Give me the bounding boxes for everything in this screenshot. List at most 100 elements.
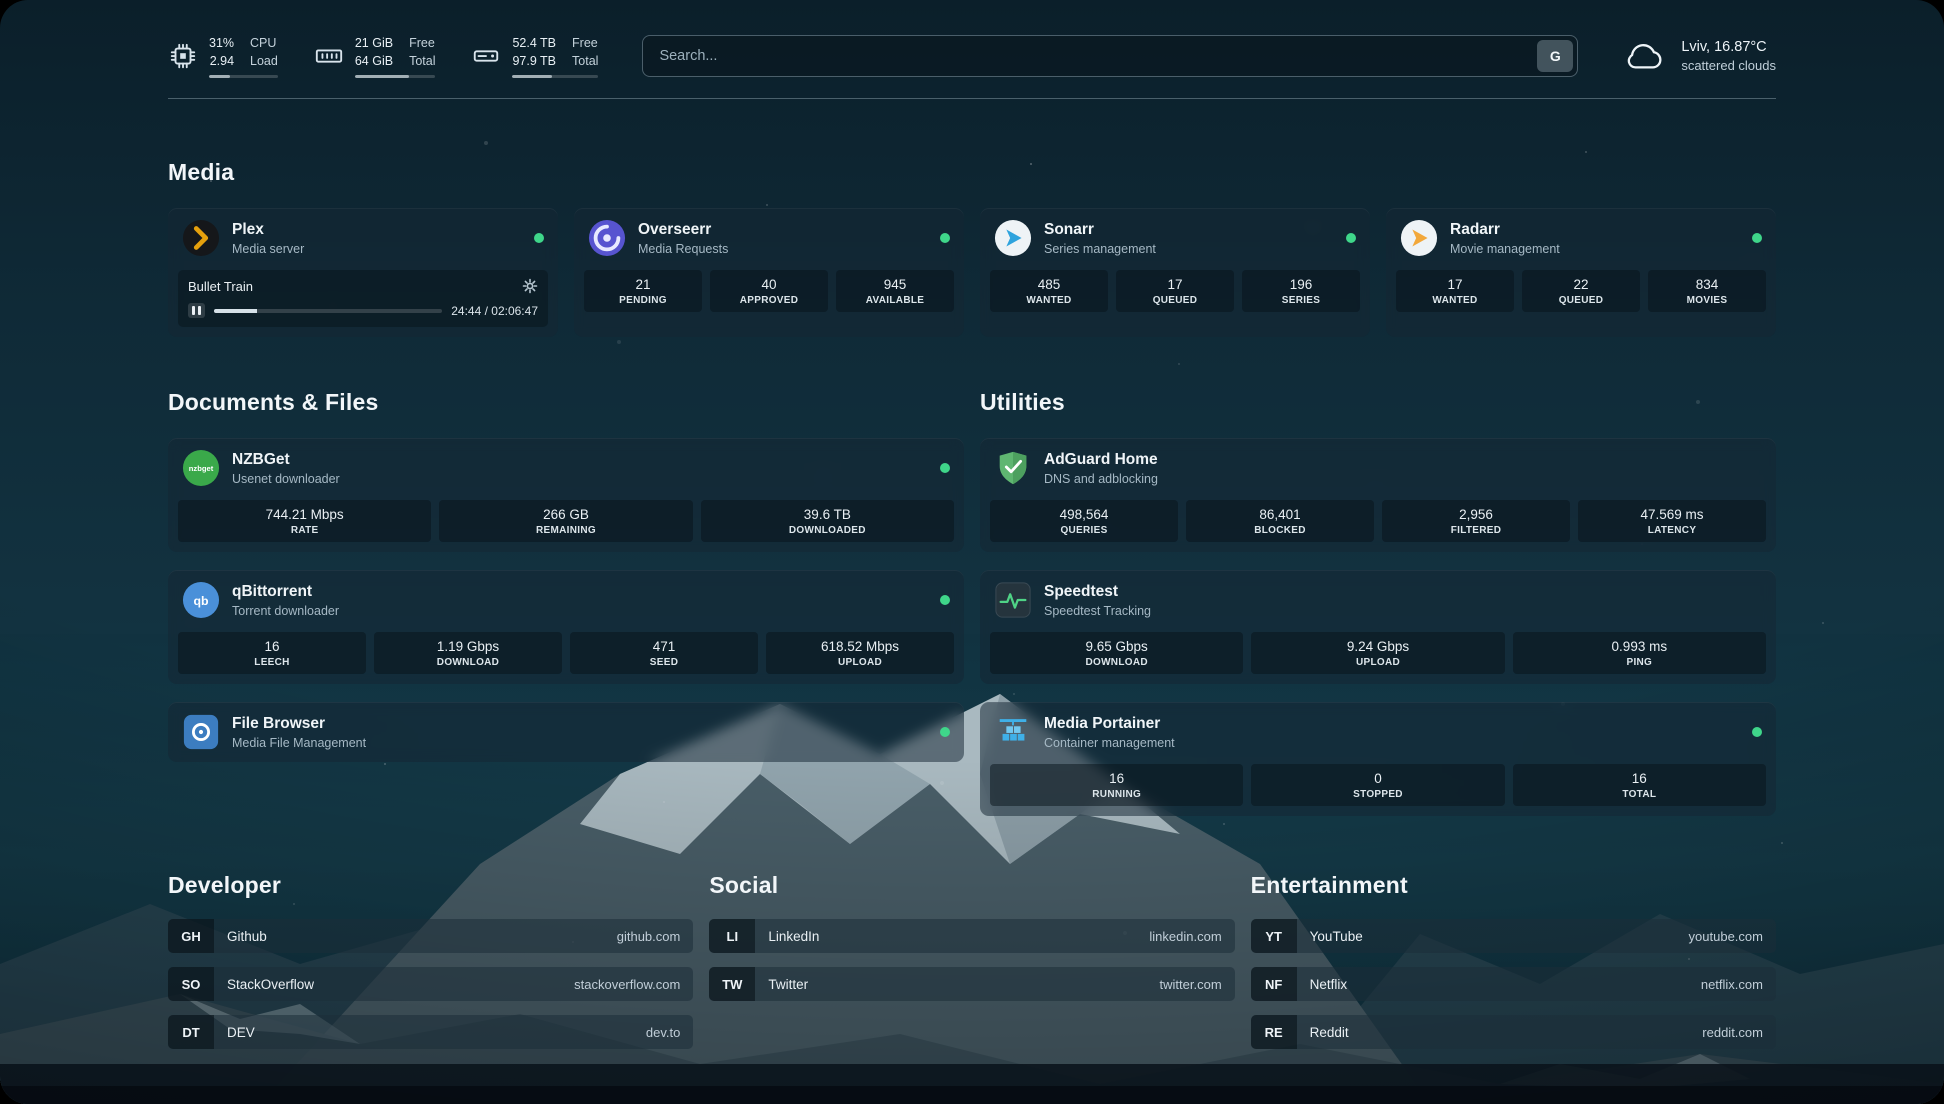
status-indicator — [940, 727, 950, 738]
stat-block: 16 LEECH — [178, 632, 366, 675]
cpu-load-value: 2.94 — [209, 54, 235, 69]
stat-block: 1.19 Gbps DOWNLOAD — [374, 632, 562, 675]
service-card-speedtest[interactable]: Speedtest Speedtest Tracking 9.65 Gbps D… — [980, 570, 1776, 685]
memory-progress-fill — [354, 75, 409, 79]
service-card-sonarr[interactable]: Sonarr Series management 485 WANTED 17 Q… — [980, 208, 1370, 338]
card-header: Sonarr Series management — [980, 208, 1370, 268]
nzbget-icon: nzbget — [182, 449, 220, 487]
cloud-icon — [1622, 37, 1668, 75]
card-stats: 17 WANTED 22 QUEUED 834 MOVIES — [1386, 268, 1776, 322]
card-header: AdGuard Home DNS and adblocking — [980, 438, 1776, 498]
memory-widget: 21 GiB 64 GiB Free Total — [314, 34, 436, 79]
bookmark-url: dev.to — [645, 1024, 681, 1040]
service-description: Series management — [1044, 241, 1156, 256]
search-input[interactable] — [642, 35, 1579, 78]
section-title-utilities: Utilities — [980, 389, 1065, 416]
filebrowser-icon — [182, 713, 220, 751]
status-indicator — [940, 595, 950, 606]
bookmark-name: Github — [227, 928, 267, 944]
bookmark-github[interactable]: GH Github github.com — [168, 919, 694, 954]
service-description: DNS and adblocking — [1044, 471, 1158, 486]
card-header: qb qBittorrent Torrent downloader — [168, 570, 964, 630]
bookmark-name: LinkedIn — [768, 928, 820, 944]
stat-block: 9.24 Gbps UPLOAD — [1251, 632, 1505, 675]
stat-block: 39.6 TB DOWNLOADED — [700, 500, 954, 543]
section-media: Media Plex Media server — [168, 159, 1776, 338]
weather-condition: scattered clouds — [1681, 58, 1776, 74]
disk-total-value: 97.9 TB — [512, 54, 557, 69]
service-card-adguard[interactable]: AdGuard Home DNS and adblocking 498,564 … — [980, 438, 1776, 553]
service-name: AdGuard Home — [1044, 450, 1158, 468]
stat-block: 744.21 Mbps RATE — [178, 500, 432, 543]
card-header: Media Portainer Container management — [980, 702, 1776, 762]
bookmarks-section: Developer GH Github github.com SO StackO… — [168, 872, 1776, 1079]
status-indicator — [940, 233, 950, 244]
bookmark-youtube[interactable]: YT YouTube youtube.com — [1250, 919, 1776, 954]
stat-block: 86,401 BLOCKED — [1186, 500, 1374, 543]
service-description: Container management — [1044, 735, 1175, 750]
card-stats: 21 PENDING 40 APPROVED 945 AVAILABLE — [574, 268, 964, 322]
bookmark-netflix[interactable]: NF Netflix netflix.com — [1250, 967, 1776, 1002]
bookmark-stackoverflow[interactable]: SO StackOverflow stackoverflow.com — [168, 967, 694, 1002]
service-card-filebrowser[interactable]: File Browser Media File Management — [168, 702, 964, 763]
cpu-icon — [168, 41, 198, 71]
card-stats: 16 LEECH 1.19 Gbps DOWNLOAD 471 SEED — [168, 630, 964, 684]
top-bar: 31% 2.94 CPU Load — [168, 34, 1776, 79]
section-title-documents: Documents & Files — [168, 389, 379, 416]
memory-free-label: Free — [409, 36, 435, 50]
stat-block: 618.52 Mbps UPLOAD — [766, 632, 954, 675]
bookmark-dev[interactable]: DT DEV dev.to — [168, 1015, 694, 1050]
service-card-plex[interactable]: Plex Media server Bullet Train — [168, 208, 558, 338]
service-name: Overseerr — [638, 220, 712, 238]
search-bar: G — [642, 35, 1579, 78]
portainer-icon — [994, 713, 1032, 751]
pause-button[interactable] — [188, 303, 205, 319]
card-header: Plex Media server — [168, 208, 558, 268]
status-indicator — [1346, 233, 1356, 244]
disk-widget: 52.4 TB 97.9 TB Free Total — [471, 34, 599, 79]
service-card-portainer[interactable]: Media Portainer Container management 16 … — [980, 702, 1776, 817]
now-playing-title: Bullet Train — [188, 278, 254, 294]
stat-block: 47.569 ms LATENCY — [1578, 500, 1766, 543]
search-provider-button[interactable]: G — [1537, 40, 1574, 73]
bookmark-abbr: DT — [168, 1015, 214, 1050]
card-stats: 744.21 Mbps RATE 266 GB REMAINING 39.6 T… — [168, 498, 964, 552]
service-card-radarr[interactable]: Radarr Movie management 17 WANTED 22 QUE… — [1386, 208, 1776, 338]
playback-progress-fill — [214, 308, 258, 313]
disk-free-value: 52.4 TB — [512, 36, 557, 50]
section-utilities: Utilities — [980, 389, 1776, 817]
bookmark-linkedin[interactable]: LI LinkedIn linkedin.com — [709, 919, 1235, 954]
stat-block: 498,564 QUERIES — [990, 500, 1178, 543]
service-card-nzbget[interactable]: nzbget NZBGet Usenet downloader 74 — [168, 438, 964, 553]
service-description: Speedtest Tracking — [1044, 603, 1152, 618]
stat-block: 16 RUNNING — [990, 764, 1244, 807]
disk-icon — [471, 41, 501, 71]
card-stats: 498,564 QUERIES 86,401 BLOCKED 2,956 FIL… — [980, 498, 1776, 552]
service-card-overseerr[interactable]: Overseerr Media Requests 21 PENDING 40 A… — [574, 208, 964, 338]
bookmark-twitter[interactable]: TW Twitter twitter.com — [709, 967, 1235, 1002]
bookmark-name: YouTube — [1309, 928, 1363, 944]
service-card-qbittorrent[interactable]: qb qBittorrent Torrent downloader — [168, 570, 964, 685]
bookmark-reddit[interactable]: RE Reddit reddit.com — [1250, 1015, 1776, 1050]
disk-progress-fill — [512, 75, 552, 79]
service-name: File Browser — [232, 714, 326, 732]
cpu-load-label: Load — [250, 54, 278, 69]
card-stats: 485 WANTED 17 QUEUED 196 SERIES — [980, 268, 1370, 322]
bookmark-group-title: Developer — [168, 872, 282, 899]
service-description: Media server — [232, 241, 305, 256]
weather-widget: Lviv, 16.87°C scattered clouds — [1622, 37, 1776, 75]
svg-text:nzbget: nzbget — [189, 464, 214, 473]
card-header: Speedtest Speedtest Tracking — [980, 570, 1776, 630]
sonarr-icon — [994, 219, 1032, 257]
bookmark-url: reddit.com — [1702, 1024, 1763, 1040]
plex-icon — [182, 219, 220, 257]
playback-progress-bar[interactable] — [214, 308, 443, 313]
playback-time: 24:44 / 02:06:47 — [451, 303, 538, 318]
bookmark-url: linkedin.com — [1149, 928, 1222, 944]
service-name: Plex — [232, 220, 264, 238]
overseerr-icon — [588, 219, 626, 257]
bookmark-url: github.com — [616, 928, 681, 944]
gear-icon[interactable] — [522, 278, 538, 294]
service-name: Speedtest — [1044, 582, 1119, 600]
